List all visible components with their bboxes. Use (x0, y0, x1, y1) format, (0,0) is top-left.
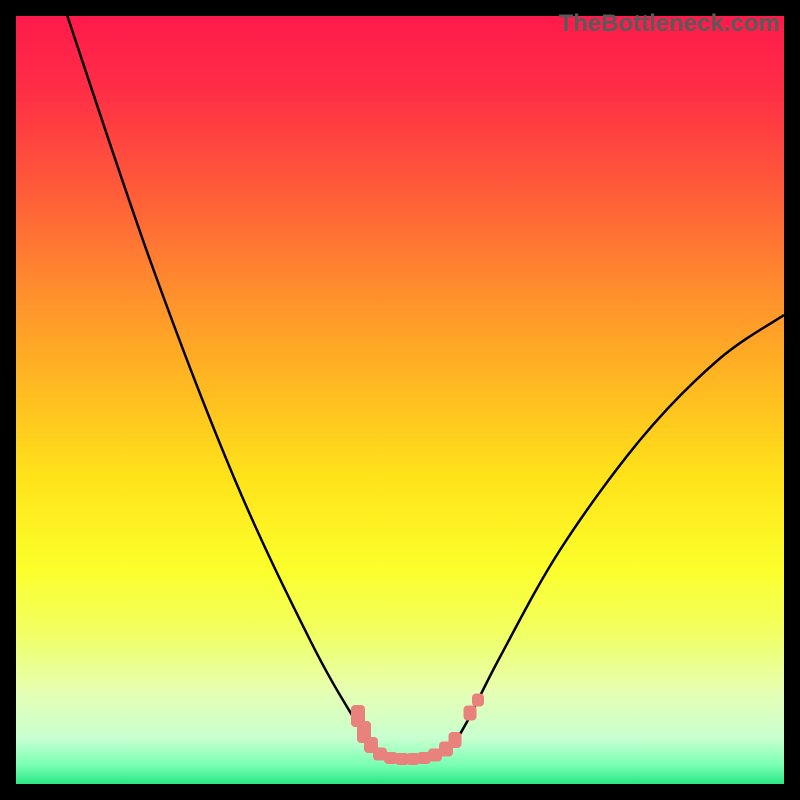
marker-point (464, 706, 477, 721)
marker-point (472, 694, 484, 707)
bottleneck-chart (0, 0, 800, 800)
marker-point (449, 732, 462, 748)
chart-frame: TheBottleneck.com (0, 0, 800, 800)
chart-background (16, 16, 784, 784)
